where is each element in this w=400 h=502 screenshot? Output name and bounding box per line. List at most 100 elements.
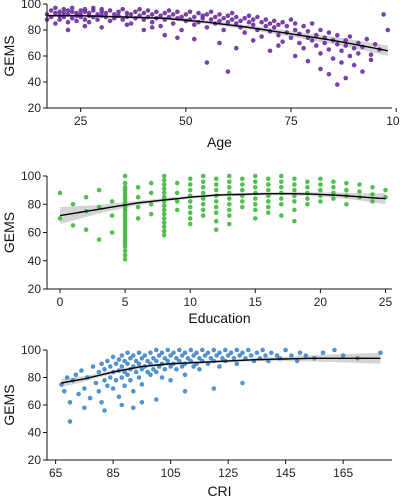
chart-1-data-point [266,210,271,215]
chart-0-data-point [57,17,62,22]
chart-2-data-point [217,350,222,356]
chart-2-data-point [320,350,326,356]
chart-2-data-point [151,367,156,372]
chart-1-data-point [253,207,258,213]
chart-0-data-point [82,6,88,12]
chart-1-data-point [83,227,89,232]
chart-0-data-point [192,36,197,42]
chart-1-points [57,173,388,262]
chart-0-data-point [221,15,226,21]
chart-2-data-point [119,353,125,358]
chart-0-data-point [149,19,155,25]
chart-0-data-point [229,10,235,16]
chart-0-y-tick-label: 80 [28,23,42,37]
chart-0-data-point [192,22,197,28]
chart-0-data-point [86,19,92,25]
chart-0-data-point [225,69,231,74]
chart-2-data-point [297,350,303,356]
chart-0-panel: 25 50 75 100 20 40 60 80 100 Age GEMS [1,0,400,150]
chart-2-data-point [162,367,168,372]
chart-2-data-point [231,356,237,361]
chart-0-data-point [292,21,298,26]
chart-0-data-point [65,27,71,33]
chart-1-data-point [253,202,258,207]
chart-0-y-tick-label: 60 [28,49,42,63]
chart-1-data-point [227,173,232,179]
chart-0-data-point [217,18,222,24]
chart-1-data-point [187,210,193,215]
chart-2-y-tick-label: 80 [28,371,42,385]
chart-0-data-point [263,23,269,29]
chart-0-data-point [385,27,391,33]
chart-2-data-point [168,378,173,383]
chart-0-data-point [297,40,302,46]
chart-0-data-point [326,71,332,77]
chart-2-data-point [269,350,274,356]
chart-0-data-point [120,6,125,12]
chart-1-data-point [161,233,167,238]
chart-0-data-point [360,69,365,74]
chart-2-data-point [139,382,145,387]
chart-0-data-point [301,45,306,51]
chart-0-data-point [335,32,340,38]
chart-2-data-point [116,394,122,400]
chart-2-data-point [179,353,185,358]
chart-1-data-point [305,179,310,184]
chart-0-data-point [242,30,247,35]
chart-2-y-tick-label: 60 [28,398,42,412]
chart-2-data-point [105,383,110,389]
chart-2-data-point [283,347,288,353]
chart-1-data-point [213,210,219,215]
chart-0-data-point [120,17,125,22]
chart-2-data-point [133,358,139,364]
chart-0-data-point [183,12,189,17]
chart-0-data-point [82,23,88,29]
chart-0-data-point [267,21,273,26]
chart-0-y-tick-label: 100 [21,0,41,11]
chart-0-data-point [288,17,294,22]
chart-2-data-point [76,391,81,397]
chart-0-data-point [309,38,315,43]
chart-1-panel: 0 5 10 15 20 25 20 40 60 80 100 Education GEMS [1,169,392,326]
chart-0-x-axis-title: Age [207,134,232,150]
chart-0-data-point [217,40,222,46]
chart-0-data-point [347,53,353,59]
chart-1-data-point [240,176,245,182]
chart-2-data-point [73,372,79,378]
chart-2-trend-line [61,357,381,384]
chart-2-data-point [145,369,150,375]
chart-1-data-point [279,190,284,196]
chart-2-data-point [116,357,122,362]
chart-2-data-point [332,347,337,353]
chart-2-data-point [90,364,96,369]
chart-1-y-tick-label: 20 [28,282,42,296]
chart-0-data-point [170,21,176,26]
chart-2-panel: 65 85 105 125 145 165 20 40 60 80 100 CRI GEMS [1,343,392,499]
chart-2-data-point [128,378,133,383]
chart-1-data-point [187,182,193,187]
chart-0-data-point [196,10,201,16]
chart-1-data-point [70,202,76,207]
chart-2-data-point [165,347,171,353]
chart-2-x-tick-label: 105 [161,466,181,480]
chart-0-data-point [335,42,340,47]
chart-2-data-point [197,356,202,361]
chart-1-data-point [266,204,271,210]
chart-0-x-tick-label: 50 [179,114,193,128]
chart-0-data-point [343,75,349,81]
chart-2-data-point [154,397,159,402]
chart-2-data-point [79,368,84,373]
chart-1-data-point [161,216,167,221]
chart-1-data-point [174,180,180,186]
chart-1-x-axis-title: Education [188,310,250,326]
chart-2-data-point [240,380,245,386]
chart-1-data-point [135,204,141,210]
chart-1-trend-line [59,193,386,217]
chart-1-y-tick-label: 40 [28,254,42,268]
chart-0-data-point [200,13,205,18]
chart-0-data-point [48,8,54,13]
chart-0-trend-line [47,15,388,52]
chart-2-y-tick-label: 100 [21,343,41,357]
chart-0-data-point [91,5,96,11]
chart-0-data-point [99,25,104,30]
